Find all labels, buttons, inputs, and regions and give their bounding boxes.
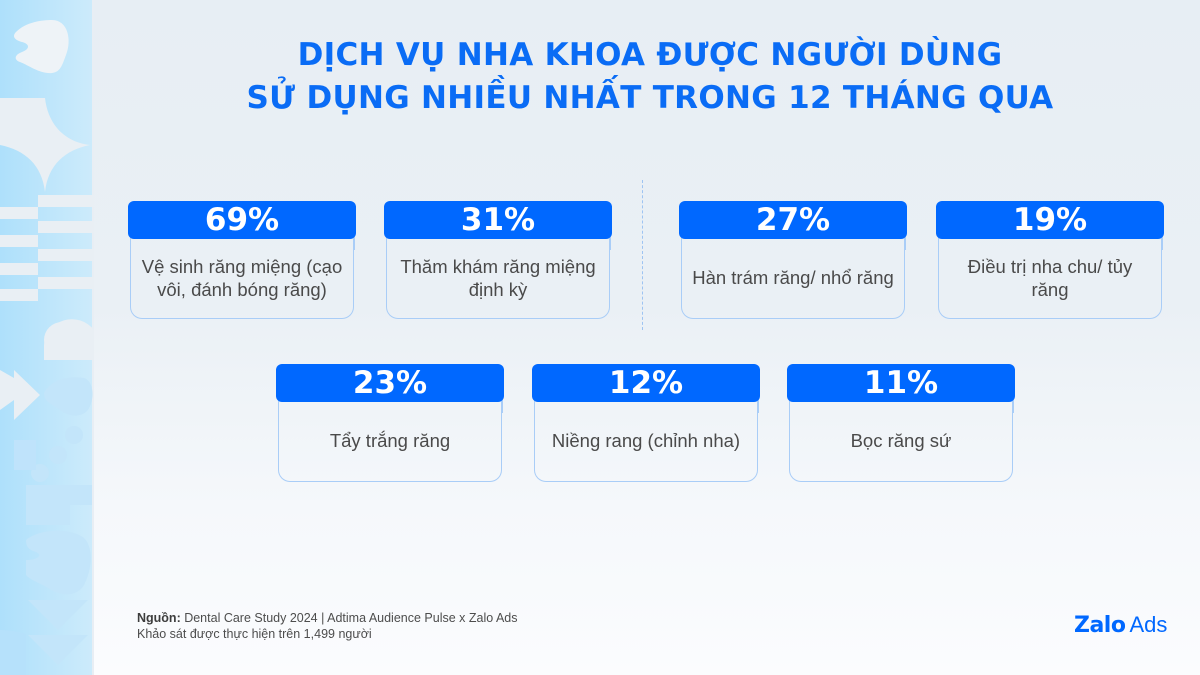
stat-percent: 11% (787, 364, 1015, 402)
decorative-shapes-icon (0, 0, 94, 675)
stat-label: Hàn trám răng/ nhổ răng (680, 227, 906, 319)
stat-card-whitening: 23% Tẩy trắng răng (276, 364, 504, 482)
source-note: Nguồn: Dental Care Study 2024 | Adtima A… (137, 610, 518, 642)
stat-card-filling-extraction: 27% Hàn trám răng/ nhổ răng (679, 201, 907, 319)
sample-size-line: Khảo sát được thực hiện trên 1,499 người (137, 627, 372, 641)
zalo-ads-logo: Zalo Ads (1074, 612, 1167, 639)
stat-percent: 12% (532, 364, 760, 402)
source-line: Nguồn: Dental Care Study 2024 | Adtima A… (137, 610, 518, 626)
stat-card-dental-cleaning: 69% Vệ sinh răng miệng (cạo vôi, đánh bó… (128, 201, 356, 319)
stat-card-porcelain-crown: 11% Bọc răng sứ (787, 364, 1015, 482)
title-line-2: SỬ DỤNG NHIỀU NHẤT TRONG 12 THÁNG QUA (246, 80, 1054, 116)
decorative-strip (0, 0, 94, 675)
stat-label: Bọc răng sứ (788, 390, 1014, 482)
stat-percent: 69% (128, 201, 356, 239)
brand-suffix: Ads (1129, 612, 1168, 637)
stat-card-braces: 12% Niềng rang (chỉnh nha) (532, 364, 760, 482)
source-text: Dental Care Study 2024 | Adtima Audience… (180, 611, 518, 625)
source-label: Nguồn: (137, 611, 181, 625)
stat-label: Vệ sinh răng miệng (cạo vôi, đánh bóng r… (129, 227, 355, 319)
stat-label: Thăm khám răng miệng định kỳ (385, 227, 611, 319)
stat-label: Tẩy trắng răng (277, 390, 503, 482)
title-line-1: DỊCH VỤ NHA KHOA ĐƯỢC NGƯỜI DÙNG (297, 37, 1003, 73)
stat-label: Niềng rang (chỉnh nha) (533, 390, 759, 482)
page-title: DỊCH VỤ NHA KHOA ĐƯỢC NGƯỜI DÙNG SỬ DỤNG… (150, 34, 1150, 120)
stat-percent: 19% (936, 201, 1164, 239)
stat-percent: 23% (276, 364, 504, 402)
stat-card-periodontal-root-canal: 19% Điều trị nha chu/ tủy răng (936, 201, 1164, 319)
brand-name: Zalo (1074, 613, 1126, 638)
stat-percent: 27% (679, 201, 907, 239)
stat-percent: 31% (384, 201, 612, 239)
dashed-divider (642, 180, 643, 330)
stat-card-periodic-checkup: 31% Thăm khám răng miệng định kỳ (384, 201, 612, 319)
stat-label: Điều trị nha chu/ tủy răng (937, 227, 1163, 319)
